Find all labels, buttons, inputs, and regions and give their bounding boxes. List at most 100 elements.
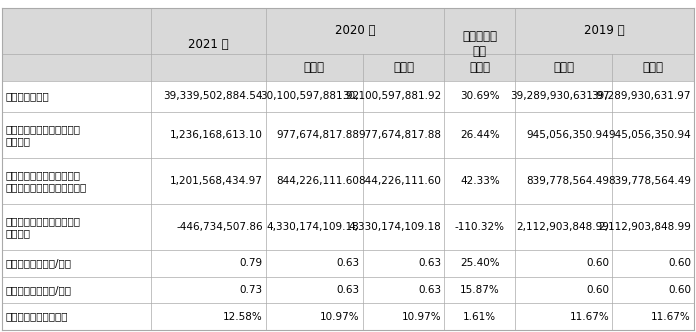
Text: 0.63: 0.63 <box>336 285 360 295</box>
Text: 844,226,111.60: 844,226,111.60 <box>358 176 441 186</box>
Text: 15.87%: 15.87% <box>460 285 500 295</box>
Bar <box>2 112 150 158</box>
Text: 1.61%: 1.61% <box>464 312 496 322</box>
Text: 977,674,817.88: 977,674,817.88 <box>358 130 441 140</box>
Bar <box>2 158 150 204</box>
Text: 839,778,564.49: 839,778,564.49 <box>608 176 691 186</box>
Text: 39,289,930,631.97: 39,289,930,631.97 <box>509 91 609 101</box>
Text: 0.63: 0.63 <box>418 285 441 295</box>
Text: 39,339,502,884.54: 39,339,502,884.54 <box>163 91 262 101</box>
Bar <box>444 277 515 303</box>
Text: 4,330,174,109.18: 4,330,174,109.18 <box>349 222 441 232</box>
Text: 1,236,168,613.10: 1,236,168,613.10 <box>170 130 262 140</box>
Text: 977,674,817.88: 977,674,817.88 <box>276 130 360 140</box>
Text: 26.44%: 26.44% <box>460 130 500 140</box>
Bar <box>515 277 612 303</box>
Text: 调整前: 调整前 <box>303 61 324 74</box>
Text: 839,778,564.49: 839,778,564.49 <box>526 176 609 186</box>
Bar <box>150 54 266 81</box>
Text: 30.69%: 30.69% <box>460 91 500 101</box>
Bar <box>150 81 266 112</box>
Bar <box>363 158 444 204</box>
Text: 归属于上市公司股东的净利
润（元）: 归属于上市公司股东的净利 润（元） <box>6 124 81 146</box>
Bar <box>612 112 694 158</box>
Bar <box>612 54 694 81</box>
Bar <box>444 8 515 54</box>
Bar <box>363 204 444 250</box>
Text: 39,289,930,631.97: 39,289,930,631.97 <box>592 91 691 101</box>
Bar <box>2 81 150 112</box>
Bar <box>363 112 444 158</box>
Bar <box>444 81 515 112</box>
Bar <box>612 81 694 112</box>
Bar <box>363 277 444 303</box>
Bar <box>266 54 363 81</box>
Text: 10.97%: 10.97% <box>320 312 360 322</box>
Bar <box>363 81 444 112</box>
Bar <box>2 54 150 81</box>
Bar <box>2 8 150 54</box>
Text: 30,100,597,881.92: 30,100,597,881.92 <box>342 91 441 101</box>
Bar <box>266 158 363 204</box>
Bar <box>363 54 444 81</box>
Text: 2021 年: 2021 年 <box>188 38 228 51</box>
Bar <box>515 81 612 112</box>
Bar <box>444 112 515 158</box>
Text: 2020 年: 2020 年 <box>335 25 375 38</box>
Bar <box>612 8 694 54</box>
Text: 2,112,903,848.99: 2,112,903,848.99 <box>598 222 691 232</box>
Text: 经营活动产生的现金流量净
额（元）: 经营活动产生的现金流量净 额（元） <box>6 216 81 238</box>
Text: 调整后: 调整后 <box>393 61 414 74</box>
Text: 10.97%: 10.97% <box>402 312 441 322</box>
Text: 稀释每股收益（元/股）: 稀释每股收益（元/股） <box>6 285 72 295</box>
Bar <box>444 158 515 204</box>
Bar <box>266 112 363 158</box>
Text: 945,056,350.94: 945,056,350.94 <box>526 130 609 140</box>
Bar <box>612 277 694 303</box>
Bar <box>150 158 266 204</box>
Bar <box>150 112 266 158</box>
Bar <box>363 8 444 54</box>
Bar <box>150 204 266 250</box>
Text: -446,734,507.86: -446,734,507.86 <box>176 222 262 232</box>
Bar <box>444 204 515 250</box>
Text: 基本每股收益（元/股）: 基本每股收益（元/股） <box>6 258 72 268</box>
Bar <box>515 8 612 54</box>
Bar <box>266 8 363 54</box>
Text: 844,226,111.60: 844,226,111.60 <box>276 176 360 186</box>
Bar <box>515 303 612 330</box>
Bar <box>266 204 363 250</box>
Text: 30,100,597,881.92: 30,100,597,881.92 <box>260 91 360 101</box>
Bar <box>612 303 694 330</box>
Bar <box>515 54 612 81</box>
Bar <box>266 303 363 330</box>
Text: 0.79: 0.79 <box>239 258 262 268</box>
Bar <box>515 204 612 250</box>
Text: 营业收入（元）: 营业收入（元） <box>6 91 49 101</box>
Text: 11.67%: 11.67% <box>569 312 609 322</box>
Bar <box>444 54 515 81</box>
Bar <box>266 250 363 277</box>
Bar <box>2 250 150 277</box>
Text: 0.60: 0.60 <box>586 258 609 268</box>
Bar <box>150 8 266 54</box>
Bar <box>444 250 515 277</box>
Text: 0.60: 0.60 <box>586 285 609 295</box>
Text: 调整前: 调整前 <box>553 61 574 74</box>
Text: 945,056,350.94: 945,056,350.94 <box>608 130 691 140</box>
Text: 0.60: 0.60 <box>668 285 691 295</box>
Bar <box>515 250 612 277</box>
Text: 0.73: 0.73 <box>239 285 262 295</box>
Bar <box>444 303 515 330</box>
Bar <box>2 303 150 330</box>
Text: 归属于上市公司股东的扣除
非经常性损益的净利润（元）: 归属于上市公司股东的扣除 非经常性损益的净利润（元） <box>6 170 87 192</box>
Text: 本年比上年
增減: 本年比上年 增減 <box>462 30 498 58</box>
Bar <box>612 250 694 277</box>
Bar <box>363 250 444 277</box>
Bar <box>266 277 363 303</box>
Text: 12.58%: 12.58% <box>223 312 262 322</box>
Text: 调整后: 调整后 <box>642 61 663 74</box>
Text: 4,330,174,109.18: 4,330,174,109.18 <box>267 222 360 232</box>
Text: 0.60: 0.60 <box>668 258 691 268</box>
Text: 25.40%: 25.40% <box>460 258 500 268</box>
